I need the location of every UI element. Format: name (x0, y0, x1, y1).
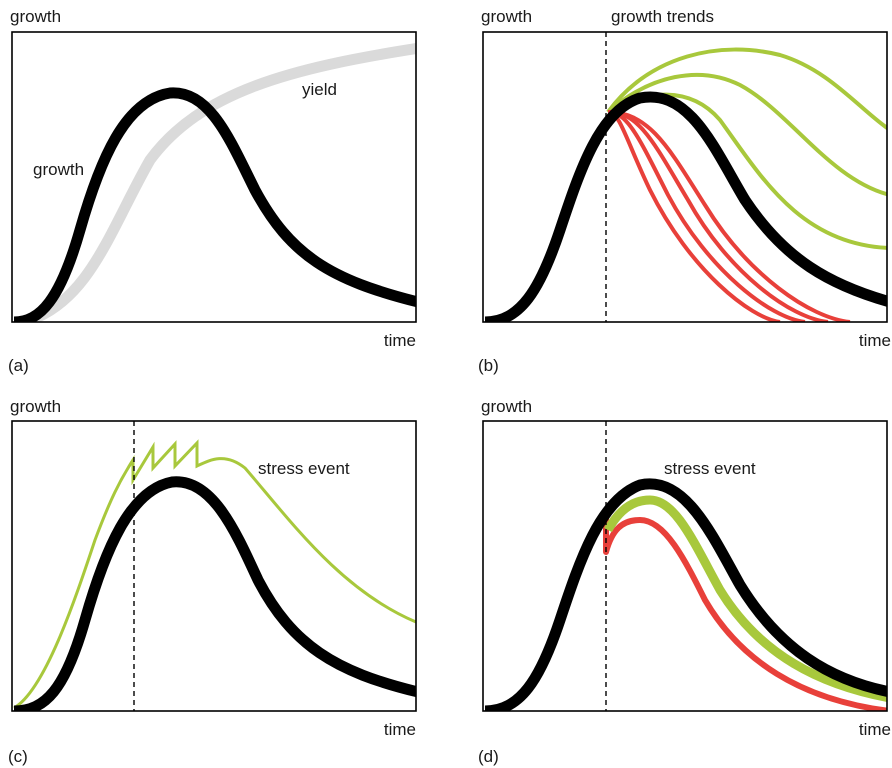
panel-d-x-axis-label: time (859, 720, 891, 739)
panel-b-red-trend-1 (607, 110, 781, 322)
panel-c-stress-annotation: stress event (258, 459, 350, 478)
panel-a-growth-annotation: growth (33, 160, 84, 179)
panel-d-red-response-curve (603, 510, 887, 711)
panel-a-label: (a) (8, 356, 29, 375)
panel-c-x-axis-label: time (384, 720, 416, 739)
panel-b-green-trend-2 (606, 72, 887, 197)
panel-b-red-trend-2 (607, 110, 806, 322)
panel-b: growth growth trends time (b) (478, 7, 891, 375)
panel-a-x-axis-label: time (384, 331, 416, 350)
panel-d: growth stress event time (d) (478, 397, 891, 766)
panel-a-yield-annotation: yield (302, 80, 337, 99)
panel-d-green-response-curve (604, 495, 887, 702)
panel-c-frame (11, 420, 417, 712)
panel-d-growth-curve (484, 478, 887, 711)
panel-b-green-trend-1 (606, 47, 887, 131)
panel-c: growth stress event time (c) (8, 397, 417, 766)
panel-b-red-trend-4 (607, 110, 851, 322)
panel-a-frame (11, 31, 417, 323)
panel-a-y-axis-label: growth (10, 7, 61, 26)
panel-b-trends-annotation: growth trends (611, 7, 714, 26)
panel-b-y-axis-label: growth (481, 7, 532, 26)
panel-a-yield-curve (22, 43, 416, 322)
panel-a-growth-curve (13, 87, 416, 322)
panel-b-red-trend-3 (607, 110, 829, 322)
panel-d-stress-annotation: stress event (664, 459, 756, 478)
panel-b-x-axis-label: time (859, 331, 891, 350)
panel-d-y-axis-label: growth (481, 397, 532, 416)
panel-c-stressed-growth-curve (13, 439, 416, 710)
panel-b-frame (482, 31, 888, 323)
panel-a: growth growth yield time (a) (8, 7, 417, 375)
panel-d-frame (482, 420, 888, 712)
panel-b-label: (b) (478, 356, 499, 375)
panel-b-growth-curve (484, 91, 887, 322)
panel-d-label: (d) (478, 747, 499, 766)
panel-c-y-axis-label: growth (10, 397, 61, 416)
panel-c-label: (c) (8, 747, 28, 766)
panel-c-growth-curve (13, 476, 416, 711)
panel-b-green-trend-3 (606, 92, 887, 250)
